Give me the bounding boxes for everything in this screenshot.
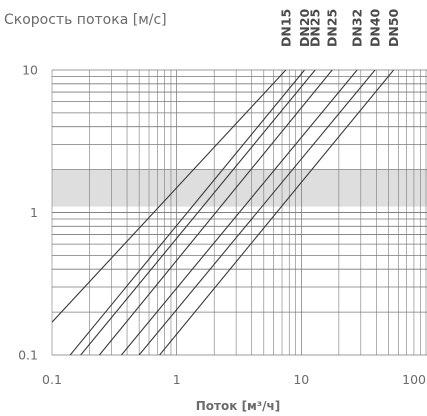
y-axis-title: Скорость потока [м/с] [4, 12, 167, 28]
series-line-dn32-4 [120, 70, 358, 355]
series-label-dn25-2: DN25 [308, 9, 323, 47]
series-label-dn20-1: DN20 [297, 8, 312, 47]
tick-labels: 0.1 1 10 0.1 1 10 100 [18, 63, 426, 388]
y-tick-label: 10 [22, 63, 38, 78]
series-line-dn15-0 [52, 70, 287, 323]
recommended-band-rect [52, 169, 427, 207]
series-line-dn20-1 [69, 70, 305, 355]
series-lines [52, 70, 395, 355]
series-line-dn40-5 [138, 70, 376, 355]
series-label-dn50-6: DN50 [386, 8, 401, 47]
series-line-dn25-3 [98, 70, 333, 355]
series-label-dn25-3: DN25 [325, 9, 340, 47]
series-line-dn25-2 [80, 70, 316, 355]
recommended-velocity-band [52, 169, 427, 207]
series-label-dn40-5: DN40 [368, 8, 383, 47]
series-label-dn15-0: DN15 [278, 9, 293, 47]
x-tick-label: 1 [173, 372, 181, 387]
series-line-dn50-6 [159, 70, 395, 355]
y-tick-label: 0.1 [18, 348, 38, 363]
grid [51, 69, 427, 356]
x-tick-label: 100 [402, 372, 426, 387]
x-tick-label: 10 [293, 372, 309, 387]
y-tick-label: 1 [30, 205, 38, 220]
series-label-dn32-4: DN32 [350, 9, 365, 47]
x-tick-label: 0.1 [42, 372, 62, 387]
x-axis-title: Поток [м³/ч] [196, 399, 280, 413]
